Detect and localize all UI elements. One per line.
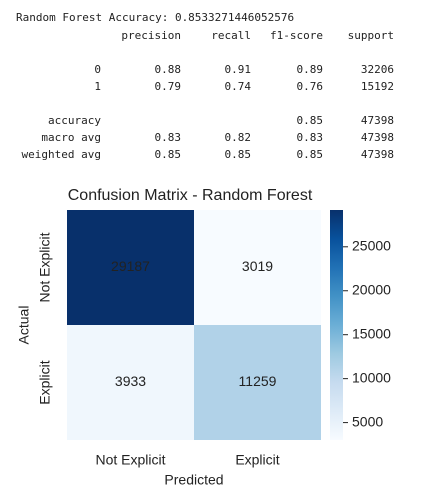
report-cell: 0.85 (297, 114, 324, 127)
y-tick-label: Explicit (37, 360, 53, 404)
report-title: Random Forest Accuracy: 0.85332714460525… (16, 11, 294, 24)
colorbar-tick-label: 15000 (352, 325, 391, 341)
report-cell: 0.79 (155, 80, 182, 93)
report-cell: 0.82 (225, 131, 252, 144)
y-tick-label: Not Explicit (37, 232, 53, 302)
report-header: support (348, 29, 394, 42)
report-cell: 32206 (361, 63, 394, 76)
report-cell: 0.74 (225, 80, 252, 93)
cell-label: 3019 (242, 258, 273, 274)
report-cell: 47398 (361, 131, 394, 144)
report-cell: 0.83 (155, 131, 182, 144)
report-header: f1-score (270, 29, 323, 42)
report-cell: 0.91 (225, 63, 252, 76)
report-cell: 0.89 (297, 63, 324, 76)
report-cell: 0.88 (155, 63, 182, 76)
report-row-label: accuracy (48, 114, 101, 127)
cell-label: 11259 (239, 373, 277, 389)
heatmap-cell (194, 325, 321, 440)
colorbar (330, 210, 343, 440)
report-cell: 15192 (361, 80, 394, 93)
colorbar-tick-label: 20000 (352, 281, 391, 297)
chart-title: Confusion Matrix - Random Forest (68, 187, 313, 204)
cell-label: 29187 (111, 258, 150, 274)
report-row-label: weighted avg (22, 148, 101, 161)
report-cell: 0.83 (297, 131, 324, 144)
x-tick-label: Not Explicit (95, 452, 165, 468)
heatmap-cell (67, 325, 194, 440)
report-cell: 47398 (361, 114, 394, 127)
report-header: recall (211, 29, 251, 42)
report-cell: 0.85 (297, 148, 324, 161)
report-cell: 47398 (361, 148, 394, 161)
cell-label: 3933 (115, 373, 146, 389)
report-cell: 0.76 (297, 80, 324, 93)
heatmap-cell (67, 210, 194, 325)
report-row-label: 1 (94, 80, 101, 93)
colorbar-tick-label: 25000 (352, 238, 391, 254)
heatmap-cell (194, 210, 321, 325)
y-axis-label: Actual (16, 306, 32, 345)
colorbar-tick-label: 10000 (352, 369, 391, 385)
report-row-label: 0 (94, 63, 101, 76)
colorbar-tick-label: 5000 (352, 413, 383, 429)
report-row-label: macro avg (41, 131, 101, 144)
x-tick-label: Explicit (235, 452, 279, 468)
report-header: precision (121, 29, 181, 42)
x-axis-label: Predicted (164, 472, 223, 488)
report-cell: 0.85 (155, 148, 182, 161)
report-cell: 0.85 (225, 148, 252, 161)
